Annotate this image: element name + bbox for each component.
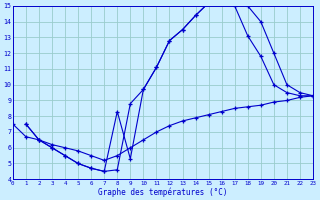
X-axis label: Graphe des températures (°C): Graphe des températures (°C) bbox=[98, 187, 228, 197]
